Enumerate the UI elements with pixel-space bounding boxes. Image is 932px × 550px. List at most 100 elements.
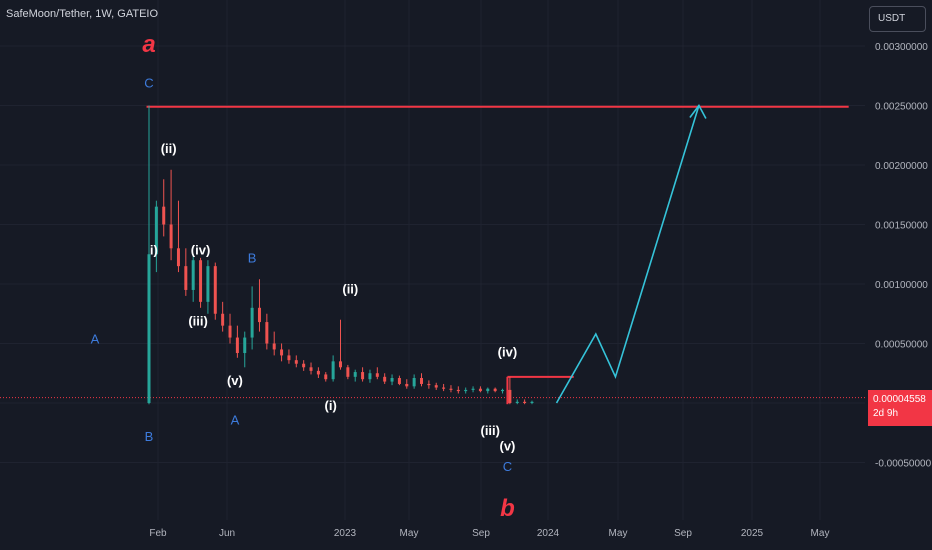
wave-label: A (91, 332, 100, 347)
candle-body (169, 224, 173, 249)
candle-body (427, 383, 431, 386)
candle-body (434, 385, 438, 388)
candles (147, 105, 534, 405)
candle-body (449, 388, 453, 390)
horizontal-levels (0, 105, 865, 405)
candle-body (486, 388, 490, 392)
y-tick-label: -0.00050000 (875, 459, 932, 470)
candle-body (493, 388, 497, 392)
x-tick-label: May (609, 528, 628, 539)
x-tick-label: May (400, 528, 419, 539)
wave-label: (iii) (480, 423, 500, 438)
candle-body (368, 373, 372, 380)
candle-body (508, 389, 512, 403)
candle-body (316, 370, 320, 375)
candle-body (199, 260, 203, 302)
candle-body (228, 325, 232, 338)
wave-label: (v) (227, 373, 243, 388)
candle-body (464, 389, 468, 392)
currency-button[interactable]: USDT (869, 6, 926, 32)
candle-body (243, 337, 247, 354)
x-tick-label: Feb (149, 528, 167, 539)
x-tick-label: 2023 (334, 528, 357, 539)
candle-body (147, 254, 151, 403)
candle-body (324, 374, 328, 380)
candle-body (397, 378, 401, 384)
candle-body (412, 378, 416, 387)
candle-body (331, 361, 335, 380)
wave-label: B (145, 429, 154, 444)
last-price-tag: 0.00004558 2d 9h (868, 390, 932, 426)
y-tick-label: 0.00150000 (875, 221, 928, 232)
projection-arrowhead (689, 104, 707, 119)
x-tick-label: 2024 (537, 528, 560, 539)
wave-label: (ii) (161, 141, 177, 156)
candle-body (191, 260, 195, 290)
candle-body (257, 307, 261, 323)
y-tick-label: 0.00100000 (875, 280, 928, 291)
candle-body (176, 248, 180, 267)
candle-body (206, 266, 210, 302)
candle-body (501, 389, 505, 392)
candle-body (375, 373, 379, 377)
candle-body (272, 343, 276, 350)
candle-body (338, 361, 342, 368)
y-tick-label: 0.00300000 (875, 42, 928, 53)
candle-body (213, 266, 217, 314)
grid (0, 0, 865, 520)
wave-label: (iii) (188, 314, 208, 329)
candle-body (442, 387, 446, 389)
candle-body (309, 367, 313, 371)
candle-body (346, 367, 350, 377)
y-tick-label: 0.00200000 (875, 161, 928, 172)
wave-label: (v) (499, 439, 515, 454)
wave-labels: a C (ii) i) (iv) B (iii) A (v) A B (ii) (i) (iv) (iii)… (91, 31, 518, 522)
x-tick-label: Jun (219, 528, 235, 539)
candle-body (390, 378, 394, 382)
candle-body (221, 313, 225, 326)
last-price-value: 0.00004558 (873, 394, 926, 405)
candle-body (302, 363, 306, 368)
x-tick-label: May (811, 528, 830, 539)
candle-body (530, 401, 534, 403)
wave-label: A (231, 412, 240, 427)
wave-label: C (144, 76, 153, 91)
wave-label: B (248, 251, 257, 266)
wave-label: (iv) (191, 242, 211, 257)
candle-body (383, 376, 387, 382)
candle-body (353, 372, 357, 377)
candle-body (405, 383, 409, 387)
candle-body (287, 355, 291, 361)
projection-line (555, 105, 700, 404)
candle-body (361, 372, 365, 380)
countdown-label: 2d 9h (873, 408, 899, 419)
y-tick-label: 0.00050000 (875, 340, 928, 351)
wave-label: (iv) (498, 345, 518, 360)
y-tick-label: 0.00250000 (875, 102, 928, 113)
candle-body (235, 337, 239, 354)
x-tick-label: Sep (674, 528, 692, 539)
candle-body (478, 388, 482, 392)
candle-body (515, 401, 519, 403)
wave-label: C (503, 459, 512, 474)
x-tick-label: Sep (472, 528, 490, 539)
symbol-title: SafeMoon/Tether, 1W, GATEIO (6, 8, 159, 20)
candle-body (456, 389, 460, 392)
candle-body (154, 206, 158, 255)
candle-body (294, 360, 298, 364)
wave-label: (ii) (342, 282, 358, 297)
wave-label: i) (150, 242, 158, 257)
candle-body (265, 322, 269, 344)
candle-body (250, 307, 254, 338)
x-axis: Feb Jun 2023 May Sep 2024 May Sep 2025 May (149, 528, 829, 539)
candle-body (162, 206, 166, 225)
candle-body (523, 401, 527, 403)
x-tick-label: 2025 (741, 528, 764, 539)
wave-label: a (142, 31, 155, 58)
wave-label: (i) (325, 398, 337, 413)
wave-label: b (500, 495, 515, 522)
candle-body (471, 388, 475, 390)
candle-body (184, 266, 188, 290)
